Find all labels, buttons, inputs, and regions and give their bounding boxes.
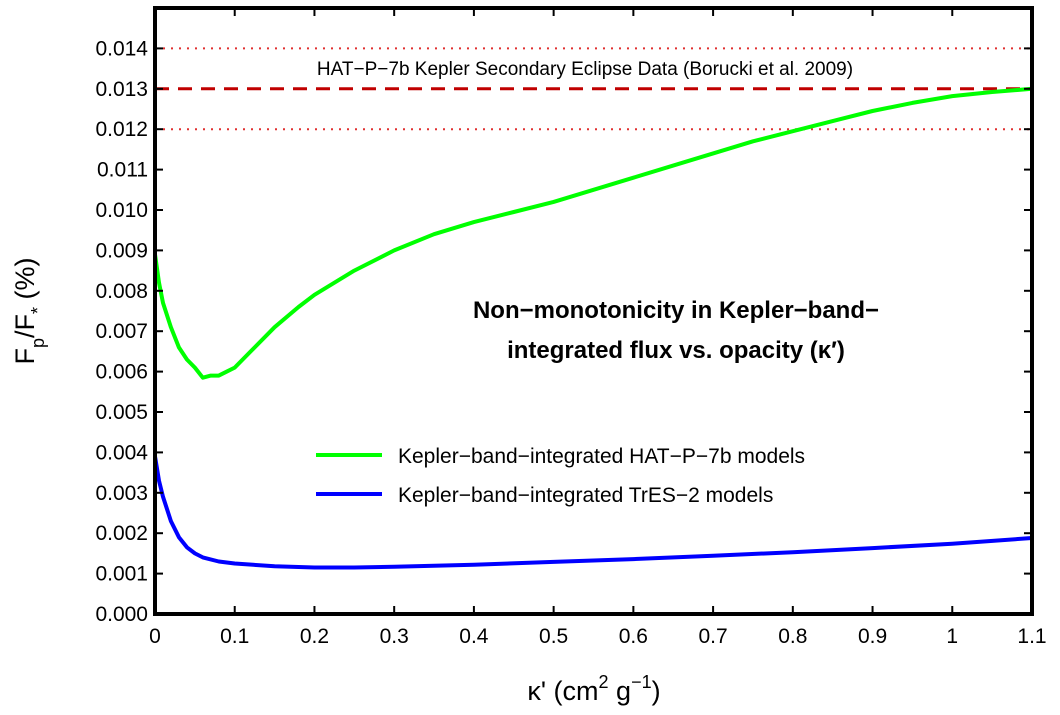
legend-label-hat-p-7b: Kepler−band−integrated HAT−P−7b models: [398, 445, 805, 468]
series-lines: [153, 86, 1034, 570]
legend: Kepler−band−integrated HAT−P−7b models K…: [316, 445, 805, 507]
y-tick-label: 0.006: [95, 361, 148, 384]
y-tick-label: 0.012: [95, 118, 148, 141]
y-tick-label: 0.009: [95, 239, 148, 262]
y-tick-label: 0.007: [95, 320, 148, 343]
reference-lines: [155, 47, 1032, 131]
y-tick-label: 0.008: [95, 280, 148, 303]
y-tick-label: 0.004: [95, 441, 148, 464]
y-label-end: (%): [10, 257, 40, 307]
x-label-mid: g: [609, 676, 632, 706]
y-label-sub-2: *: [28, 307, 48, 314]
x-tick-label: 0.6: [619, 625, 648, 648]
annotation-line-1: Non−monotonicity in Kepler−band−: [473, 297, 879, 324]
x-tick-label: 1: [946, 625, 958, 648]
plot-frame: [153, 6, 1034, 616]
x-tick-label: 0.9: [858, 625, 887, 648]
x-tick-label: 0.7: [698, 625, 727, 648]
y-tick-label: 0.003: [95, 482, 148, 505]
x-label-sup-2: −1: [631, 672, 652, 692]
x-label-end: ): [652, 676, 661, 706]
y-tick-label: 0.000: [95, 603, 148, 626]
y-tick-label: 0.005: [95, 401, 148, 424]
y-tick-label: 0.002: [95, 522, 148, 545]
y-tick-label: 0.010: [95, 199, 148, 222]
x-tick-label: 0.3: [380, 625, 409, 648]
x-tick-label: 0.4: [459, 625, 489, 648]
x-tick-label: 0.5: [539, 625, 568, 648]
x-tick-label: 0.2: [300, 625, 329, 648]
x-tick-label: 0.8: [778, 625, 807, 648]
y-label-mid: /F: [10, 314, 40, 338]
x-label-sup-1: 2: [599, 672, 609, 692]
x-tick-label: 0.1: [220, 625, 249, 648]
series-line-1: [153, 454, 1034, 570]
x-tick-label: 1.1: [1017, 625, 1046, 648]
y-tick-label: 0.014: [95, 37, 148, 60]
x-axis-label: κ' (cm2 g−1): [527, 672, 660, 706]
annotation-line-2: integrated flux vs. opacity (κ′): [507, 337, 845, 364]
series-line-0: [153, 86, 1034, 380]
y-label-sub-1: p: [28, 338, 48, 348]
legend-label-tres-2: Kepler−band−integrated TrES−2 models: [398, 484, 773, 507]
x-label-base: κ' (cm: [527, 676, 598, 706]
x-tick-label: 0: [149, 625, 161, 648]
y-axis-label: Fp/F* (%): [10, 257, 48, 364]
y-tick-label: 0.013: [95, 78, 148, 101]
data-source-label: HAT−P−7b Kepler Secondary Eclipse Data (…: [317, 59, 853, 80]
y-axis-ticks: 0.000 0.001 0.002 0.003 0.004 0.005 0.006 0.007…: [95, 37, 1032, 626]
y-tick-label: 0.001: [95, 563, 148, 586]
y-tick-label: 0.011: [97, 159, 148, 182]
y-label-base: F: [10, 348, 40, 365]
